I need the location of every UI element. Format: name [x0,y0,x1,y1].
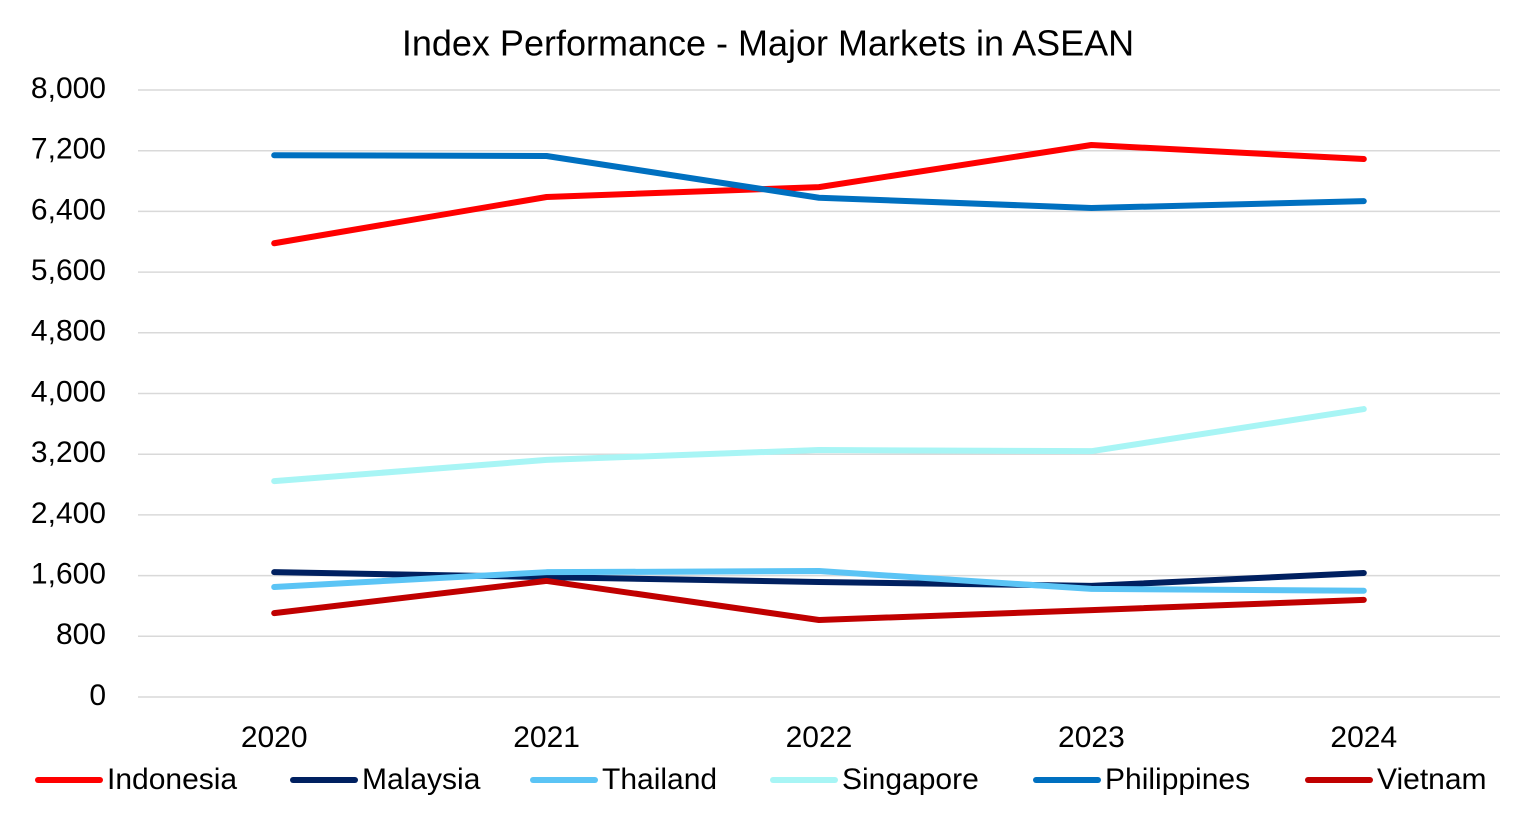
y-tick-label: 3,200 [31,436,106,469]
legend-label: Singapore [842,763,979,796]
y-tick-label: 1,600 [31,558,106,591]
x-tick-label: 2023 [1058,721,1125,754]
x-tick-label: 2020 [241,721,308,754]
y-tick-label: 6,400 [31,193,106,226]
x-tick-label: 2024 [1330,721,1397,754]
series-line [271,577,1367,623]
legend-label: Philippines [1105,763,1250,796]
legend-label: Malaysia [362,763,481,796]
y-tick-label: 5,600 [31,254,106,287]
y-tick-label: 800 [56,618,106,651]
y-tick-label: 7,200 [31,133,106,166]
legend-label: Thailand [602,763,717,796]
x-tick-label: 2022 [786,721,853,754]
y-tick-label: 4,800 [31,315,106,348]
legend-label: Indonesia [107,763,237,796]
series-line [271,142,1367,247]
chart-title: Index Performance - Major Markets in ASE… [402,23,1134,64]
y-tick-label: 4,000 [31,375,106,408]
series-line [271,568,1367,594]
y-tick-label: 8,000 [31,72,106,105]
x-tick-label: 2021 [513,721,580,754]
y-tick-label: 2,400 [31,497,106,530]
legend-label: Vietnam [1377,763,1487,796]
series-line [271,152,1367,211]
y-tick-label: 0 [89,679,106,712]
series-line [271,406,1367,485]
